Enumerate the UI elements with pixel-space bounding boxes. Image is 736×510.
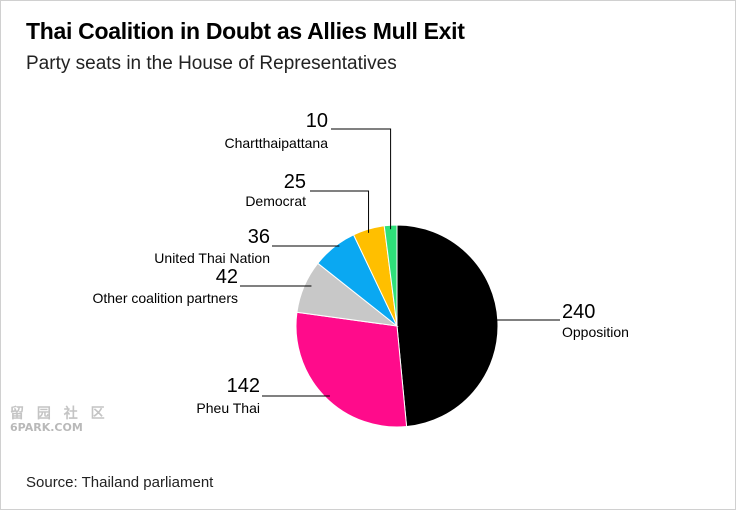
data-label-value-other-coalition-partners: 42: [216, 266, 238, 288]
leader-line-democrat: [310, 190, 370, 233]
chart-subtitle: Party seats in the House of Representati…: [26, 53, 397, 74]
data-label-name-pheu-thai: Pheu Thai: [196, 400, 260, 416]
data-label-name-united-thai-nation: United Thai Nation: [154, 250, 270, 266]
chart-title: Thai Coalition in Doubt as Allies Mull E…: [26, 18, 465, 44]
watermark-site: 6PARK.COM: [10, 421, 83, 434]
pie-slice-opposition: [396, 224, 499, 428]
data-label-name-chartthaipattana: Chartthaipattana: [224, 135, 328, 151]
pie-slice-pheu-thai: [295, 311, 408, 428]
data-label-value-pheu-thai: 142: [227, 375, 260, 397]
data-label-name-opposition: Opposition: [562, 324, 629, 340]
data-label-value-united-thai-nation: 36: [248, 226, 270, 248]
data-label-value-opposition: 240: [562, 301, 595, 323]
source-note: Source: Thailand parliament: [26, 474, 214, 491]
data-label-value-democrat: 25: [284, 171, 306, 193]
watermark-glyphs: 留 园 社 区: [10, 406, 109, 422]
watermark: 留 园 社 区 6PARK.COM: [10, 406, 109, 434]
data-label-value-chartthaipattana: 10: [306, 110, 328, 132]
data-label-name-other-coalition-partners: Other coalition partners: [92, 290, 238, 306]
data-label-name-democrat: Democrat: [245, 193, 306, 209]
leader-line-chartthaipattana: [331, 128, 392, 230]
